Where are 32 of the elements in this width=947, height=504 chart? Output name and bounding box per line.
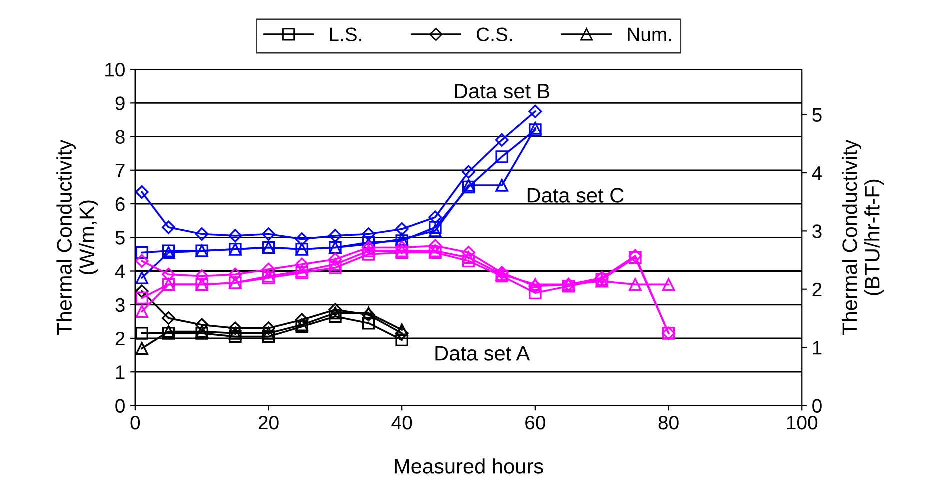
y2-tick-label: 1 [813, 341, 822, 355]
y-tick-label: 1 [116, 366, 125, 380]
y-tick-label: 7 [116, 164, 125, 178]
y2-tick-label: 4 [812, 166, 822, 180]
y-tick-label: 6 [116, 197, 125, 212]
annotation: Data set C [528, 188, 624, 203]
x-tick-label: 100 [787, 416, 818, 430]
y-tick-label: 2 [116, 332, 125, 346]
legend-label: C.S. [476, 28, 512, 42]
y-axis-title: Thermal Conductivity (W/m,K) [56, 140, 99, 335]
annotation: Data set B [455, 84, 550, 99]
y-tick-label: 5 [116, 231, 125, 245]
x-axis-title: Measured hours [395, 458, 544, 474]
y-tick-label: 0 [116, 399, 125, 413]
y-tick-label: 3 [116, 298, 125, 312]
x-tick-label: 80 [658, 416, 679, 430]
y-tick-label: 4 [115, 264, 126, 278]
y2-axis-title: Thermal Conductivity (BTU/hr-ft-F) [842, 140, 884, 335]
y2-tick-label: 2 [812, 282, 822, 296]
legend-label: L.S. [330, 28, 362, 42]
y2-tick-label: 0 [812, 399, 822, 413]
x-tick-label: 60 [526, 416, 546, 430]
y-tick-label: 10 [106, 63, 125, 77]
y2-tick-label: 3 [812, 224, 822, 238]
legend-label: Num. [628, 28, 672, 42]
y-tick-label: 9 [116, 96, 125, 110]
x-tick-label: 40 [392, 416, 412, 430]
annotation: Data set A [436, 346, 530, 361]
y-tick-label: 8 [116, 130, 125, 144]
x-tick-label: 0 [130, 416, 140, 430]
x-tick-label: 20 [258, 416, 279, 430]
y2-tick-label: 5 [812, 108, 822, 122]
